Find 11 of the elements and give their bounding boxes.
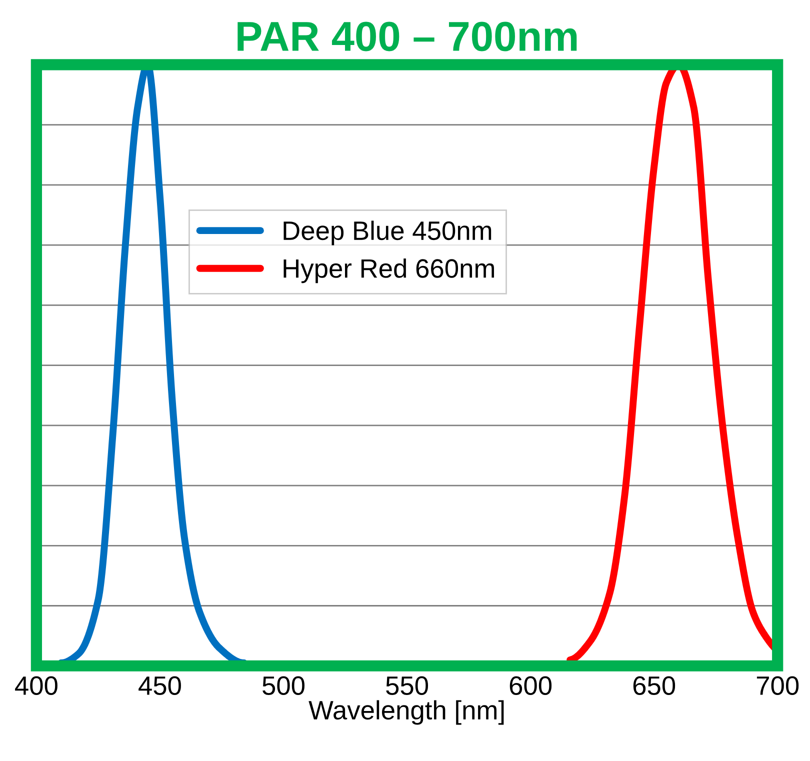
x-tick-label: 700 (756, 676, 799, 695)
x-tick-label: 650 (633, 676, 676, 695)
legend-label: Hyper Red 660nm (284, 258, 494, 284)
chart-title: PAR 400 – 700nm (238, 22, 577, 52)
x-tick-label: 600 (510, 676, 552, 695)
x-tick-label: 500 (262, 676, 304, 695)
x-axis-title: Wavelength [nm] (308, 700, 504, 725)
legend-label: Deep Blue 450nm (284, 220, 492, 246)
x-tick-label: 550 (386, 676, 428, 695)
x-tick-label: 400 (15, 676, 58, 695)
x-tick-label: 450 (138, 676, 181, 695)
